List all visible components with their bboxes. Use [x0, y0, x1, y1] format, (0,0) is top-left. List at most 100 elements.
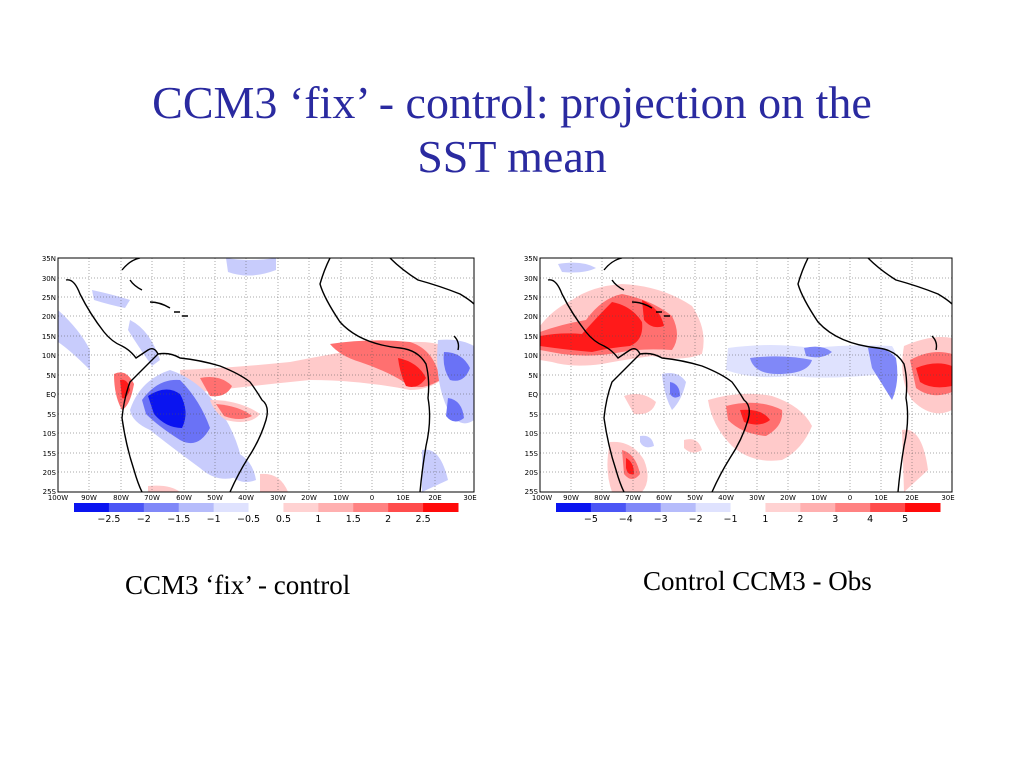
colorbar-swatch — [590, 503, 627, 512]
map-right-caption: Control CCM3 - Obs — [643, 566, 872, 596]
colorbar-swatch — [213, 503, 250, 512]
map-right-svg: 35N 30N 25N 20N 15N 10N 5N EQ 5S 10S 15S… — [524, 255, 955, 522]
map-left-anomaly-field — [58, 258, 474, 492]
colorbar-swatch — [870, 503, 906, 512]
colorbar-swatch — [905, 503, 941, 512]
svg-text:10E: 10E — [874, 494, 887, 502]
svg-text:EQ: EQ — [528, 391, 538, 399]
svg-text:70W: 70W — [144, 494, 160, 502]
colorbar-tick-label: 1 — [762, 514, 768, 522]
slide-title-line-2: SST mean — [417, 131, 607, 182]
colorbar-swatch — [108, 503, 145, 512]
svg-text:30E: 30E — [463, 494, 476, 502]
svg-text:50W: 50W — [687, 494, 703, 502]
svg-text:0: 0 — [848, 494, 852, 502]
svg-text:80W: 80W — [594, 494, 610, 502]
svg-text:20E: 20E — [428, 494, 441, 502]
slide-title: CCM3 ‘fix’ - control: projection on the … — [80, 76, 944, 184]
colorbar-swatch — [423, 503, 459, 512]
svg-text:70W: 70W — [625, 494, 641, 502]
slide-title-line-1: CCM3 ‘fix’ - control: projection on the — [152, 77, 872, 128]
svg-text:30E: 30E — [941, 494, 954, 502]
svg-text:5N: 5N — [528, 372, 538, 380]
svg-text:0: 0 — [370, 494, 374, 502]
svg-text:20E: 20E — [905, 494, 918, 502]
svg-text:60W: 60W — [656, 494, 672, 502]
svg-text:35N: 35N — [524, 255, 538, 263]
svg-text:30N: 30N — [524, 275, 538, 283]
colorbar-tick-label: 4 — [867, 514, 873, 522]
colorbar-tick-label: 0.5 — [276, 514, 291, 522]
svg-text:40W: 40W — [238, 494, 254, 502]
svg-text:90W: 90W — [81, 494, 97, 502]
colorbar-swatch — [730, 503, 766, 512]
colorbar-tick-label: 3 — [832, 514, 838, 522]
colorbar-tick-label: 2 — [385, 514, 391, 522]
svg-text:20W: 20W — [780, 494, 796, 502]
svg-text:20W: 20W — [301, 494, 317, 502]
svg-text:10W: 10W — [333, 494, 349, 502]
svg-text:10S: 10S — [43, 430, 57, 438]
svg-text:15N: 15N — [524, 333, 538, 341]
map-right-lat-labels: 35N 30N 25N 20N 15N 10N 5N EQ 5S 10S 15S… — [524, 255, 539, 496]
svg-text:EQ: EQ — [46, 391, 56, 399]
colorbar-swatch — [765, 503, 801, 512]
colorbar-swatch — [660, 503, 697, 512]
map-left-lon-labels: 100W 90W 80W 70W 60W 50W 40W 30W 20W 10W… — [48, 494, 477, 502]
svg-text:25S: 25S — [43, 488, 57, 496]
svg-text:15N: 15N — [42, 333, 56, 341]
colorbar-swatch — [143, 503, 180, 512]
colorbar-swatch — [625, 503, 662, 512]
colorbar-tick-label: −5 — [584, 514, 598, 522]
svg-text:50W: 50W — [207, 494, 223, 502]
colorbar-tick-label: −2 — [689, 514, 703, 522]
svg-text:30W: 30W — [270, 494, 286, 502]
colorbar-swatch — [695, 503, 732, 512]
map-panel-left: 35N 30N 25N 20N 15N 10N 5N EQ 5S 10S 15S… — [30, 250, 478, 522]
map-left-caption: CCM3 ‘fix’ - control — [125, 570, 351, 600]
colorbar-tick-label: −4 — [619, 514, 633, 522]
colorbar-tick-label: −3 — [654, 514, 668, 522]
colorbar-tick-label: −2 — [137, 514, 151, 522]
colorbar-tick-label: 1 — [315, 514, 321, 522]
svg-text:30W: 30W — [749, 494, 765, 502]
svg-text:5S: 5S — [47, 411, 56, 419]
svg-text:10N: 10N — [42, 352, 56, 360]
colorbar-tick-label: 1.5 — [346, 514, 361, 522]
map-right-frame — [539, 257, 953, 493]
colorbar-swatch — [835, 503, 871, 512]
svg-text:20N: 20N — [524, 313, 538, 321]
svg-text:25N: 25N — [42, 294, 56, 302]
colorbar-tick-label: −1 — [207, 514, 221, 522]
colorbar-swatch — [800, 503, 836, 512]
svg-text:90W: 90W — [563, 494, 579, 502]
map-left-lat-labels: 35N 30N 25N 20N 15N 10N 5N EQ 5S 10S 15S… — [42, 255, 57, 496]
map-left-grid — [58, 258, 474, 492]
svg-text:5N: 5N — [46, 372, 56, 380]
colorbar-swatch — [388, 503, 424, 512]
colorbar-tick-label: −0.5 — [237, 514, 260, 522]
colorbar-tick-label: −1 — [724, 514, 738, 522]
svg-text:15S: 15S — [525, 450, 539, 458]
colorbar-swatch — [353, 503, 389, 512]
colorbar-swatch — [556, 503, 592, 512]
svg-text:10N: 10N — [524, 352, 538, 360]
map-right-coastlines — [547, 258, 952, 492]
svg-text:30N: 30N — [42, 275, 56, 283]
svg-text:15S: 15S — [43, 450, 57, 458]
map-right-anomaly-field — [540, 262, 952, 492]
map-left-coastlines — [65, 258, 474, 492]
map-right-grid — [540, 258, 952, 492]
map-left-frame — [57, 257, 475, 493]
svg-text:100W: 100W — [532, 494, 552, 502]
svg-text:100W: 100W — [48, 494, 68, 502]
colorbar-tick-label: 5 — [902, 514, 908, 522]
map-panel-right: 35N 30N 25N 20N 15N 10N 5N EQ 5S 10S 15S… — [512, 250, 960, 522]
map-left-colorbar: −2.5 −2 −1.5 −1 −0.5 0.5 1 1.5 2 2.5 — [74, 503, 459, 522]
colorbar-tick-label: 2.5 — [416, 514, 431, 522]
svg-text:5S: 5S — [529, 411, 538, 419]
svg-text:25N: 25N — [524, 294, 538, 302]
svg-text:20N: 20N — [42, 313, 56, 321]
svg-text:10W: 10W — [811, 494, 827, 502]
svg-text:20S: 20S — [43, 469, 57, 477]
